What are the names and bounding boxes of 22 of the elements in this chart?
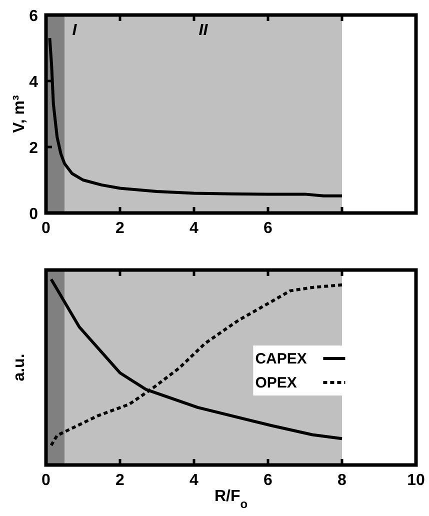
x-tick-label: 4 [190, 472, 199, 489]
legend-label: OPEX [255, 374, 297, 392]
band-label: I [72, 22, 78, 39]
x-tick-label: 2 [116, 220, 125, 237]
x-tick-label: 0 [42, 220, 51, 237]
x-tick-label: 6 [264, 472, 273, 489]
y-axis-title: a.u. [11, 354, 28, 382]
x-tick-label: 0 [42, 472, 51, 489]
x-tick-label: 8 [338, 472, 347, 489]
x-tick-label: 6 [264, 220, 273, 237]
y-tick-label: 2 [29, 140, 38, 157]
x-axis-title: R/F$_{o}$ [214, 488, 248, 511]
band-label: II [198, 22, 208, 39]
y-tick-label: 4 [29, 74, 38, 91]
y-tick-label: 0 [29, 206, 38, 223]
y-axis-title: V, m³ [11, 95, 28, 133]
x-tick-label: 4 [190, 220, 199, 237]
legend-label: CAPEX [255, 350, 307, 368]
x-tick-label: 2 [116, 472, 125, 489]
y-tick-label: 6 [29, 8, 38, 25]
x-tick-label: 10 [407, 472, 425, 489]
line-series [48, 36, 344, 198]
